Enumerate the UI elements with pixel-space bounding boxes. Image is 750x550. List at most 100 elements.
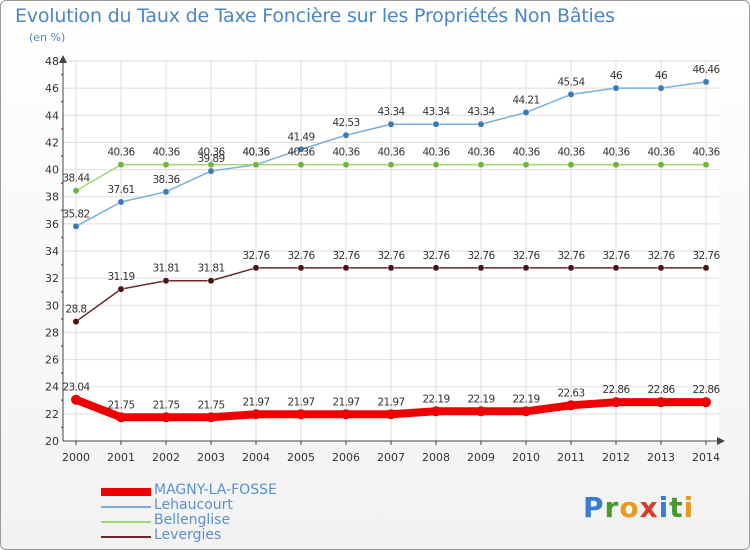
data-label: 22.86	[647, 384, 675, 396]
data-point	[522, 264, 530, 272]
x-tick-label: 2012	[602, 451, 630, 464]
data-point	[251, 409, 261, 420]
data-label: 21.97	[332, 396, 359, 408]
x-tick-label: 2000	[62, 451, 90, 464]
data-label: 40.36	[152, 147, 180, 159]
data-point	[702, 161, 710, 169]
x-tick-label: 2005	[287, 451, 315, 464]
data-label: 40.36	[107, 147, 135, 159]
y-tick-label: 20	[45, 435, 59, 448]
y-tick-label: 32	[45, 272, 59, 285]
y-tick-label: 48	[45, 55, 59, 68]
data-label: 41.49	[287, 131, 314, 143]
x-tick-label: 2008	[422, 451, 450, 464]
data-label: 21.75	[152, 399, 179, 411]
data-label: 38.36	[152, 174, 180, 186]
data-point	[387, 264, 395, 272]
x-tick-label: 2007	[377, 451, 405, 464]
data-label: 23.04	[62, 382, 90, 394]
x-tick-label: 2013	[647, 451, 675, 464]
y-axis-arrow	[59, 55, 67, 63]
y-tick-label: 22	[45, 408, 59, 421]
x-tick-label: 2011	[557, 451, 585, 464]
data-point	[71, 394, 81, 405]
data-point	[611, 397, 621, 408]
y-tick-label: 26	[45, 354, 59, 367]
data-point	[72, 222, 80, 230]
x-tick-label: 2014	[692, 451, 720, 464]
data-point	[477, 120, 485, 128]
data-point	[72, 187, 80, 195]
data-label: 46	[655, 70, 668, 82]
data-label: 40.36	[377, 147, 405, 159]
logo-letter: i	[658, 491, 670, 524]
data-label: 32.76	[287, 250, 315, 262]
legend-label: MAGNY-LA-FOSSE	[154, 482, 277, 498]
data-point	[297, 145, 305, 153]
data-label: 31.81	[152, 263, 179, 275]
legend-swatch	[101, 506, 151, 508]
data-point	[117, 198, 125, 206]
data-point	[297, 161, 305, 169]
y-tick-label: 34	[45, 245, 59, 258]
data-label: 46.46	[692, 64, 720, 76]
data-point	[522, 161, 530, 169]
data-point	[252, 161, 260, 169]
data-label: 40.36	[242, 147, 270, 159]
y-tick-label: 38	[45, 191, 59, 204]
data-point	[566, 400, 576, 411]
data-point	[567, 161, 575, 169]
x-tick-label: 2001	[107, 451, 135, 464]
data-label: 43.34	[422, 106, 450, 118]
data-point	[161, 412, 171, 423]
data-point	[162, 188, 170, 196]
y-tick-label: 24	[45, 381, 59, 394]
x-tick-label: 2004	[242, 451, 270, 464]
data-point	[162, 277, 170, 285]
data-label: 32.76	[692, 250, 720, 262]
data-point	[117, 161, 125, 169]
data-label: 40.36	[557, 147, 585, 159]
data-label: 32.76	[377, 250, 405, 262]
data-point	[432, 161, 440, 169]
data-point	[206, 412, 216, 423]
data-label: 40.36	[467, 147, 495, 159]
data-point	[297, 264, 305, 272]
data-label: 21.97	[287, 396, 314, 408]
data-label: 32.76	[557, 250, 585, 262]
data-label: 43.34	[467, 106, 495, 118]
data-label: 45.54	[557, 76, 585, 88]
data-point	[207, 277, 215, 285]
y-tick-label: 46	[45, 82, 59, 95]
data-label: 32.76	[422, 250, 450, 262]
x-tick-label: 2009	[467, 451, 495, 464]
data-label: 21.97	[242, 396, 269, 408]
chart-title: Evolution du Taux de Taxe Foncière sur l…	[15, 5, 615, 27]
logo-letter: t	[669, 491, 684, 524]
data-label: 32.76	[647, 250, 675, 262]
unit-label: (en %)	[29, 31, 66, 44]
data-point	[431, 406, 441, 417]
data-label: 42.53	[332, 117, 359, 129]
data-point	[567, 90, 575, 98]
data-label: 35.82	[62, 208, 89, 220]
data-point	[341, 409, 351, 420]
legend-swatch	[101, 536, 151, 538]
data-label: 43.34	[377, 106, 405, 118]
y-tick-label: 40	[45, 164, 59, 177]
data-point	[612, 84, 620, 92]
data-label: 32.76	[512, 250, 540, 262]
data-label: 39.89	[197, 153, 224, 165]
data-point	[252, 264, 260, 272]
data-point	[567, 264, 575, 272]
data-point	[612, 264, 620, 272]
data-point	[162, 161, 170, 169]
data-label: 40.36	[647, 147, 675, 159]
data-point	[207, 167, 215, 175]
legend-swatch	[101, 521, 151, 523]
data-label: 32.76	[242, 250, 270, 262]
data-label: 40.36	[332, 147, 360, 159]
data-point	[117, 285, 125, 293]
x-tick-label: 2002	[152, 451, 180, 464]
